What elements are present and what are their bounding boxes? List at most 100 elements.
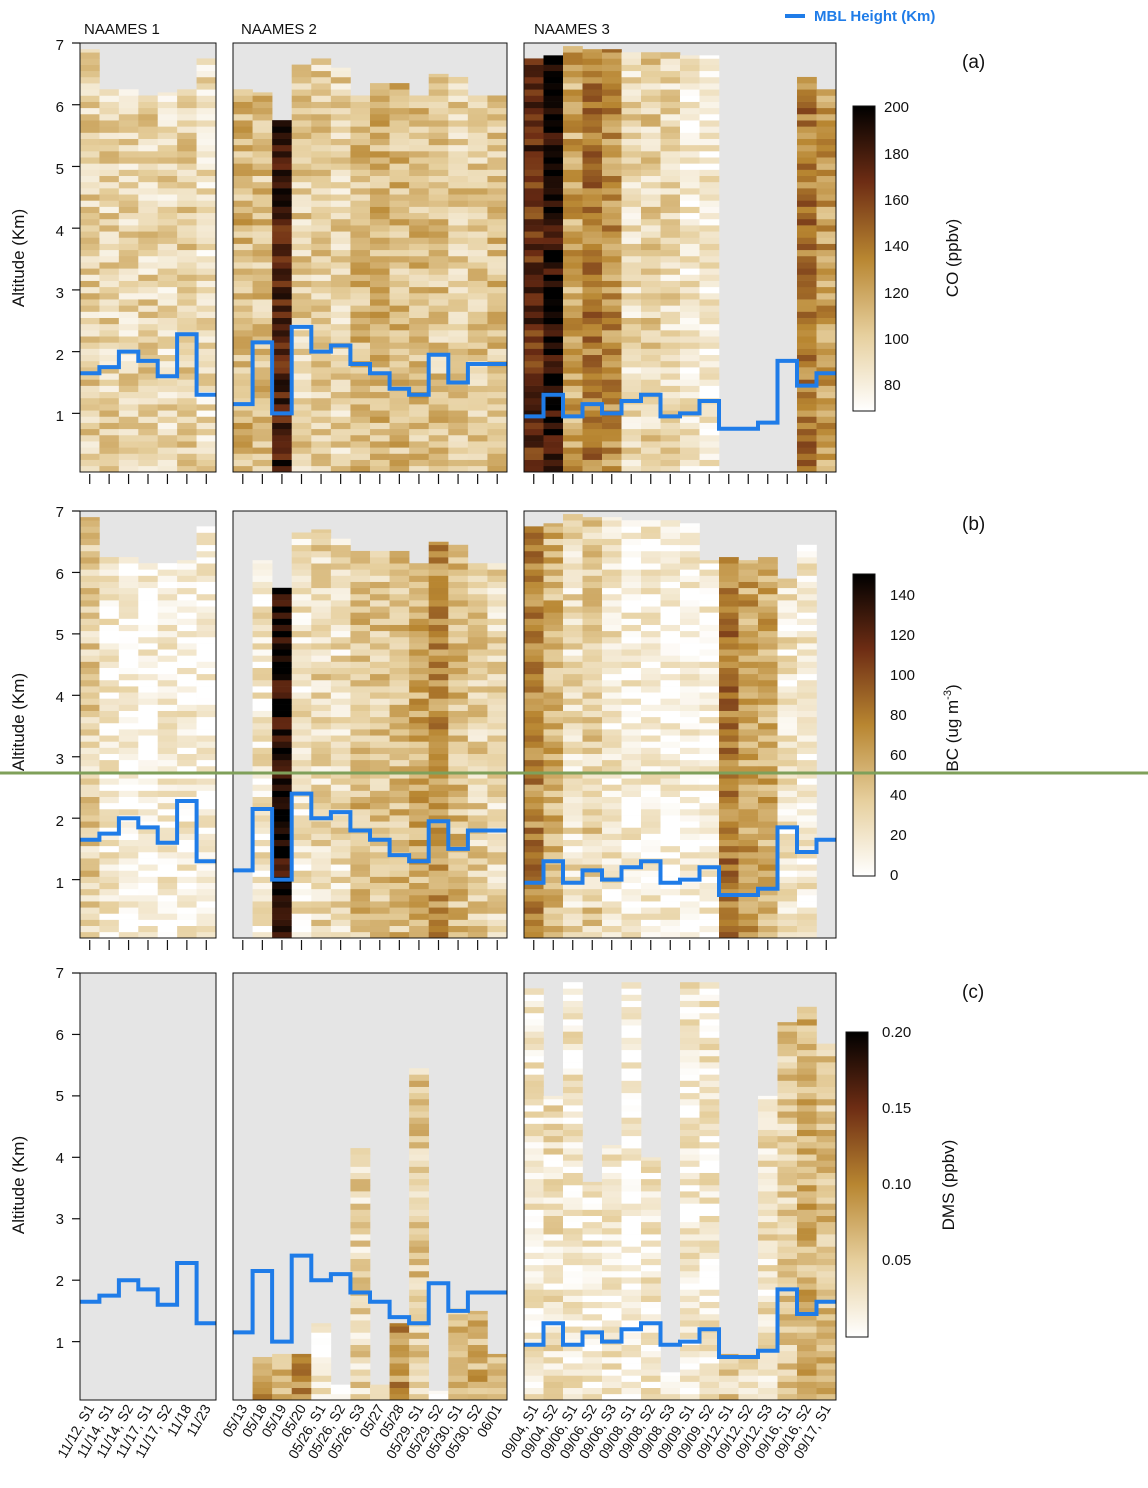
heatmap-cell bbox=[563, 802, 583, 810]
heatmap-cell bbox=[272, 416, 293, 423]
heatmap-cell bbox=[621, 544, 642, 552]
heatmap-cell bbox=[157, 459, 178, 467]
heatmap-cell bbox=[777, 735, 798, 742]
heatmap-cell bbox=[448, 336, 469, 343]
panel-letter-b: (b) bbox=[962, 514, 985, 535]
heatmap-cell bbox=[582, 58, 603, 65]
heatmap-cell bbox=[777, 722, 798, 730]
heatmap-cell bbox=[719, 655, 739, 662]
heatmap-cell bbox=[138, 113, 159, 121]
heatmap-cell bbox=[524, 1252, 544, 1259]
heatmap-cell bbox=[177, 888, 197, 896]
heatmap-cell bbox=[330, 624, 351, 632]
heatmap-cell bbox=[543, 1387, 564, 1395]
heatmap-cell bbox=[350, 1283, 371, 1290]
heatmap-cell bbox=[758, 704, 778, 711]
heatmap-cell bbox=[582, 1301, 603, 1309]
heatmap-cell bbox=[138, 151, 159, 158]
heatmap-cell bbox=[563, 1184, 583, 1192]
heatmap-cell bbox=[118, 888, 139, 896]
heatmap-cell bbox=[719, 876, 739, 883]
heatmap-cell bbox=[602, 925, 622, 933]
heatmap-cell bbox=[543, 1338, 564, 1345]
heatmap-cell bbox=[641, 581, 661, 589]
heatmap-cell bbox=[389, 716, 410, 724]
heatmap-cell bbox=[196, 569, 217, 576]
heatmap-cell bbox=[389, 876, 410, 883]
heatmap-cell bbox=[272, 330, 293, 337]
heatmap-cell bbox=[563, 255, 583, 263]
heatmap-cell bbox=[177, 600, 197, 607]
heatmap-cell bbox=[660, 101, 681, 109]
heatmap-cell bbox=[641, 907, 661, 914]
heatmap-cell bbox=[660, 144, 681, 152]
heatmap-cell bbox=[448, 144, 469, 152]
heatmap-cell bbox=[196, 404, 217, 411]
heatmap-cell bbox=[660, 70, 681, 78]
heatmap-cell bbox=[252, 428, 273, 436]
heatmap-cell bbox=[680, 120, 700, 127]
heatmap-cell bbox=[196, 163, 217, 170]
heatmap-cell bbox=[641, 138, 661, 146]
heatmap-cell bbox=[758, 802, 778, 810]
heatmap-cell bbox=[157, 655, 178, 662]
heatmap-cell bbox=[409, 1264, 430, 1272]
heatmap-cell bbox=[797, 175, 817, 183]
heatmap-cell bbox=[524, 262, 544, 269]
heatmap-cell bbox=[641, 373, 661, 380]
heatmap-cell bbox=[641, 796, 661, 804]
heatmap-cell bbox=[524, 845, 544, 853]
heatmap-cell bbox=[409, 710, 430, 718]
heatmap-cell bbox=[311, 925, 332, 933]
heatmap-cell bbox=[370, 710, 390, 718]
heatmap-cell bbox=[524, 1344, 544, 1352]
heatmap-cell bbox=[138, 747, 159, 754]
heatmap-cell bbox=[138, 465, 159, 473]
heatmap-cell bbox=[157, 778, 178, 785]
heatmap-cell bbox=[330, 243, 351, 251]
heatmap-cell bbox=[719, 882, 739, 890]
heatmap-cell bbox=[680, 391, 700, 399]
heatmap-cell bbox=[660, 643, 681, 650]
heatmap-cell bbox=[602, 796, 622, 804]
heatmap-cell bbox=[409, 1227, 430, 1235]
heatmap-cell bbox=[252, 624, 273, 632]
heatmap-cell bbox=[118, 144, 139, 152]
heatmap-cell bbox=[138, 280, 159, 288]
heatmap-cell bbox=[797, 367, 817, 374]
heatmap-cell bbox=[738, 667, 759, 675]
heatmap-cell bbox=[409, 919, 430, 927]
heatmap-cell bbox=[350, 716, 371, 724]
heatmap-cell bbox=[816, 379, 837, 386]
heatmap-cell bbox=[311, 1338, 332, 1345]
heatmap-cell bbox=[641, 237, 661, 244]
heatmap-cell bbox=[660, 385, 681, 393]
heatmap-cell bbox=[409, 1184, 430, 1192]
heatmap-cell bbox=[80, 299, 100, 306]
heatmap-cell bbox=[291, 120, 312, 127]
heatmap-cell bbox=[448, 280, 469, 288]
heatmap-cell bbox=[291, 1387, 312, 1395]
mbl-height-line-1-2 bbox=[233, 324, 507, 416]
heatmap-cell bbox=[680, 132, 700, 139]
heatmap-cell bbox=[582, 249, 603, 257]
heatmap-cell bbox=[699, 354, 720, 362]
heatmap-cell bbox=[118, 373, 139, 380]
heatmap-cell bbox=[389, 336, 410, 343]
heatmap-cell bbox=[467, 624, 488, 632]
heatmap-cell bbox=[524, 1264, 544, 1272]
heatmap-cell bbox=[582, 698, 603, 705]
heatmap-cell bbox=[389, 243, 410, 251]
heatmap-cell bbox=[797, 778, 817, 785]
heatmap-cell bbox=[389, 157, 410, 164]
heatmap-cell bbox=[272, 802, 293, 810]
heatmap-cell bbox=[487, 453, 508, 460]
heatmap-cell bbox=[543, 206, 564, 214]
heatmap-cell bbox=[409, 1332, 430, 1339]
heatmap-cell bbox=[563, 655, 583, 662]
heatmap-cell bbox=[699, 200, 720, 207]
heatmap-cell bbox=[157, 243, 178, 251]
heatmap-cell bbox=[350, 698, 371, 705]
heatmap-cell bbox=[138, 833, 159, 840]
heatmap-cell bbox=[582, 1295, 603, 1302]
